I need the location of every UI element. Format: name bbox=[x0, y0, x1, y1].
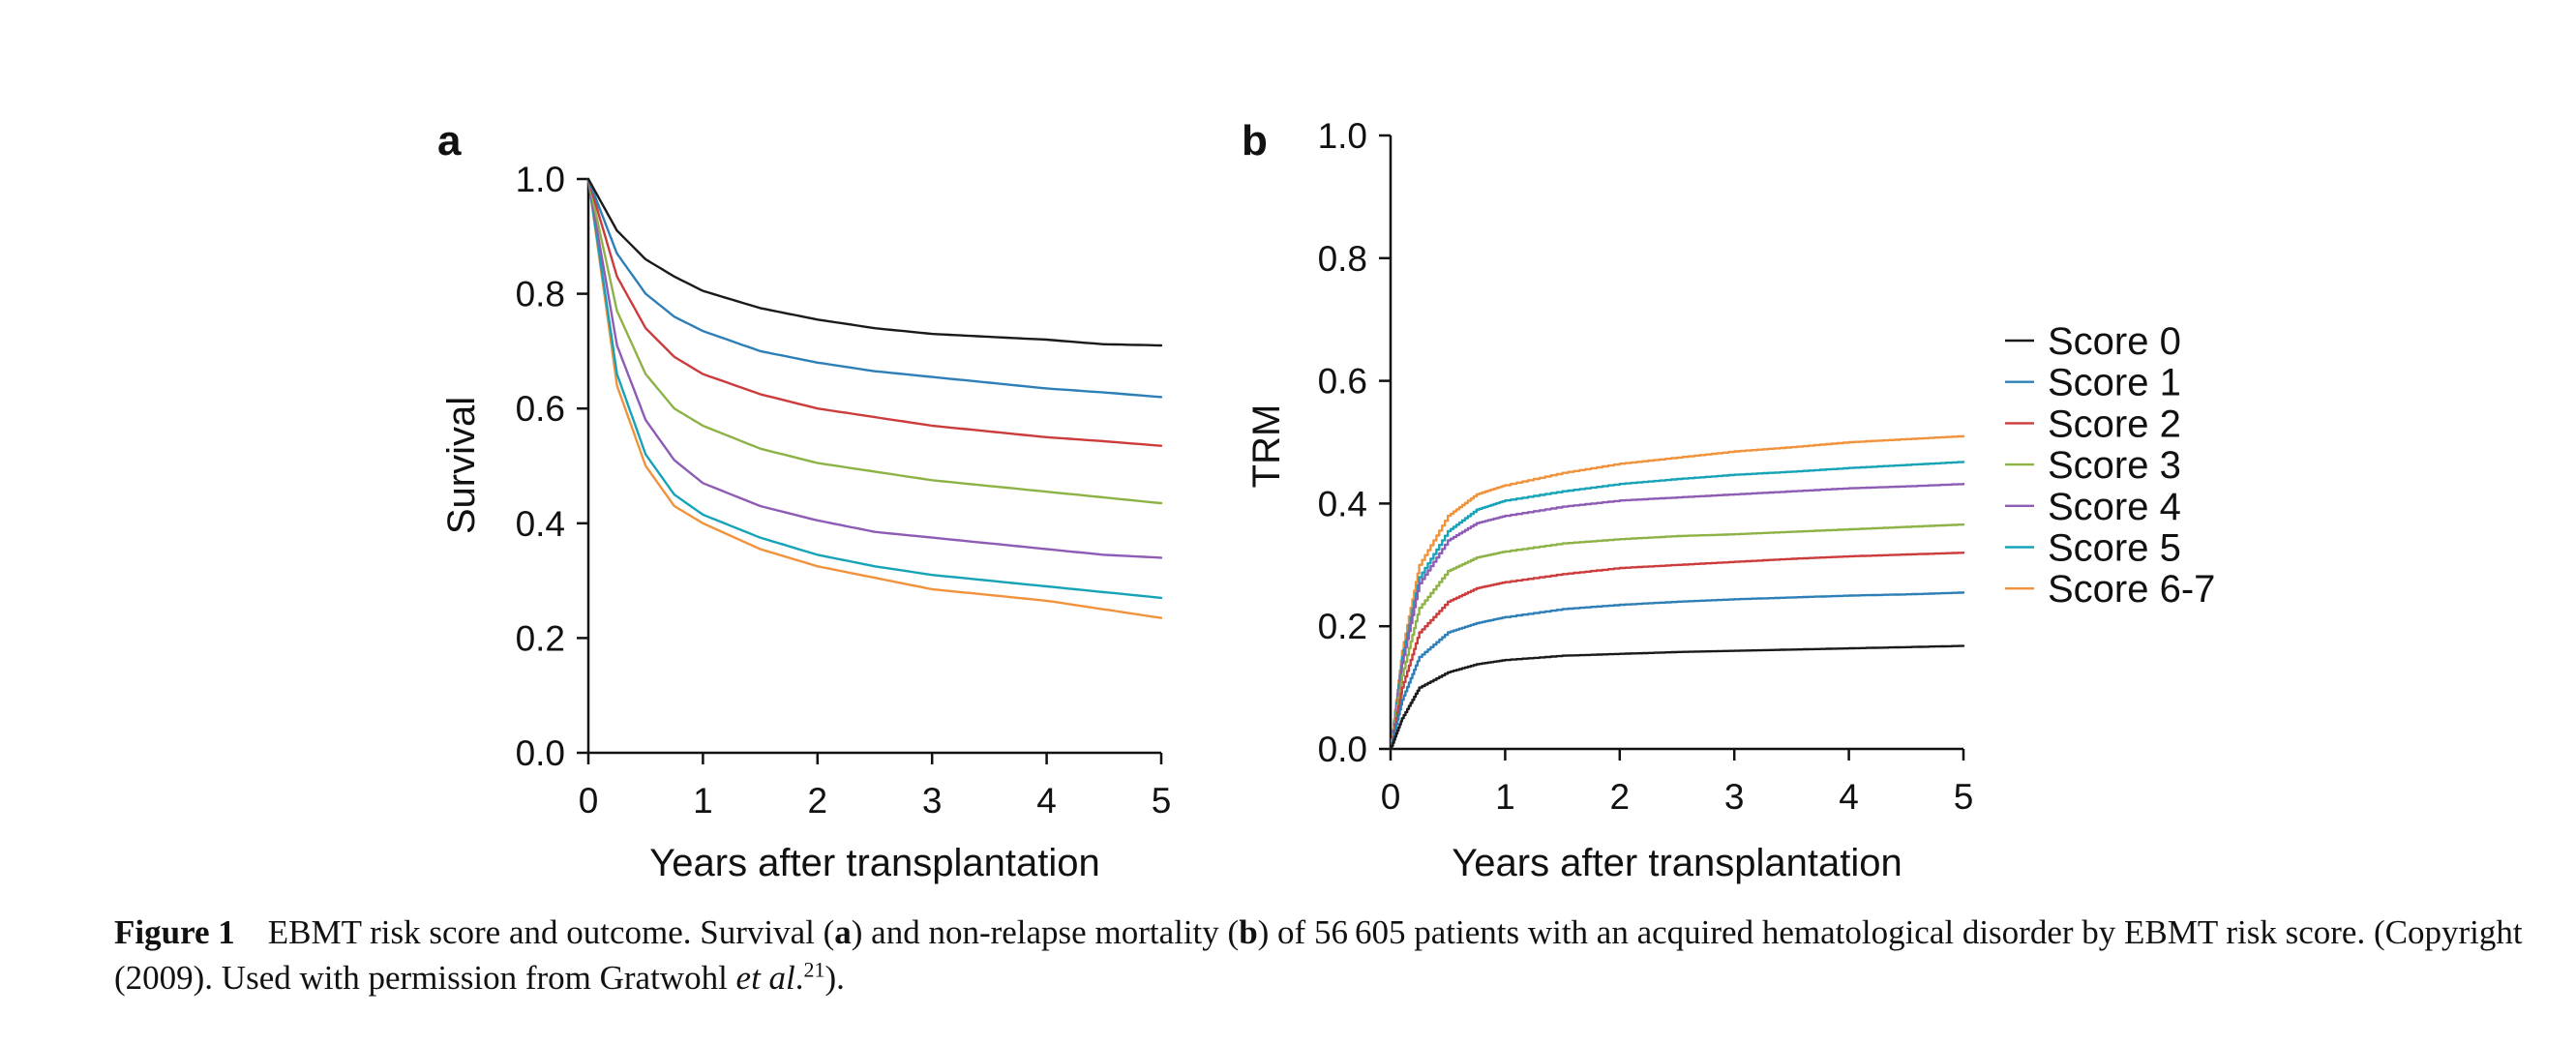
panel-a-line-score-0 bbox=[586, 177, 1163, 347]
panel-a-y-axis-label: Survival bbox=[440, 397, 483, 534]
panel-b-y-tick-label: 0.4 bbox=[1318, 484, 1367, 523]
panel-a-y-tick-label: 1.0 bbox=[516, 160, 565, 199]
panel-a-x-tick-label: 3 bbox=[922, 781, 943, 821]
panel-a-x-tick-label: 1 bbox=[693, 781, 713, 821]
panel-b-line-score-4 bbox=[1389, 482, 1965, 751]
caption-panel-b-ref: b bbox=[1239, 913, 1258, 951]
panel-a-y-tick-label: 0.2 bbox=[516, 618, 565, 658]
legend-label-score-6-7: Score 6-7 bbox=[2048, 568, 2215, 611]
panel-b-series bbox=[1389, 434, 1965, 751]
panel-b-line-score-1 bbox=[1389, 591, 1965, 751]
panel-a-y-tick-label: 0.0 bbox=[516, 733, 565, 773]
panel-a-x-tick-label: 4 bbox=[1036, 781, 1057, 821]
panel-b-line-score-6-7 bbox=[1389, 434, 1965, 751]
panel-b-x-tick-label: 0 bbox=[1381, 777, 1401, 817]
caption-et-al: et al bbox=[735, 959, 795, 997]
panel-b-y-tick-label: 0.2 bbox=[1318, 607, 1367, 646]
panel-b-line-score-3 bbox=[1389, 522, 1965, 751]
panel-b-line-score-2 bbox=[1389, 551, 1965, 751]
caption-panel-a-ref: a bbox=[834, 913, 852, 951]
figure-caption: Figure 1 EBMT risk score and outcome. Sur… bbox=[114, 910, 2553, 1000]
panel-b-x-tick-label: 3 bbox=[1724, 777, 1745, 817]
panel-b-x-tick-label: 1 bbox=[1495, 777, 1515, 817]
panel-a-series bbox=[586, 177, 1163, 619]
panel-a-survival-chart: a 0 1 2 3 4 5 0.0 0.2 0.4 0.6 0.8 1.0 Years after t… bbox=[437, 117, 1171, 884]
panel-b-y-tick-label: 1.0 bbox=[1318, 116, 1367, 156]
panel-a-y-tick-label: 0.6 bbox=[516, 389, 565, 429]
panel-a-line-score-1 bbox=[586, 177, 1163, 399]
caption-text-1: EBMT risk score and outcome. Survival ( bbox=[267, 913, 835, 951]
panel-a-line-score-2 bbox=[586, 177, 1163, 447]
panel-b-line-score-5 bbox=[1389, 461, 1965, 751]
panel-b-ticks: 0 1 2 3 4 5 0.0 0.2 0.4 0.6 0.8 1.0 bbox=[1318, 116, 1974, 817]
panel-a-ticks: 0 1 2 3 4 5 0.0 0.2 0.4 0.6 0.8 1.0 bbox=[516, 160, 1172, 821]
panel-a-line-score-6-7 bbox=[586, 177, 1163, 619]
panel-b-x-tick-label: 2 bbox=[1610, 777, 1631, 817]
caption-reference-number: 21 bbox=[803, 957, 825, 982]
panel-a-line-score-5 bbox=[586, 177, 1163, 600]
legend-label-score-4: Score 4 bbox=[2048, 486, 2181, 528]
panel-a-line-score-4 bbox=[586, 177, 1163, 559]
caption-text-3: ) of 56 605 patients with an acquired he… bbox=[114, 913, 2523, 997]
legend-label-score-0: Score 0 bbox=[2048, 320, 2181, 363]
panel-a-line-score-3 bbox=[586, 177, 1163, 505]
panel-b-x-tick-label: 5 bbox=[1954, 777, 1974, 817]
panel-a-y-tick-label: 0.8 bbox=[516, 275, 565, 314]
panel-a-x-axis-label: Years after transplantation bbox=[649, 842, 1100, 884]
legend-label-score-2: Score 2 bbox=[2048, 403, 2181, 445]
panel-b-y-tick-label: 0.0 bbox=[1318, 730, 1367, 769]
caption-text-5: ). bbox=[824, 959, 845, 997]
caption-figure-number: Figure 1 bbox=[114, 913, 235, 951]
panel-b-x-axis-label: Years after transplantation bbox=[1452, 842, 1902, 884]
caption-text-2: ) and non-relapse mortality ( bbox=[851, 913, 1240, 951]
panel-b-line-score-0 bbox=[1389, 644, 1965, 751]
legend-label-score-3: Score 3 bbox=[2048, 444, 2181, 487]
panel-b-y-tick-label: 0.8 bbox=[1318, 239, 1367, 279]
panel-a-y-tick-label: 0.4 bbox=[516, 504, 565, 544]
panel-b-y-tick-label: 0.6 bbox=[1318, 362, 1367, 402]
panel-a-x-tick-label: 2 bbox=[808, 781, 828, 821]
panel-b-trm-chart: b 0 1 2 3 4 5 0.0 0.2 0.4 0.6 0.8 1.0 Years after t… bbox=[1242, 116, 2215, 884]
panel-b-letter: b bbox=[1242, 117, 1268, 164]
caption-text-4: . bbox=[794, 959, 804, 997]
panel-a-x-tick-label: 5 bbox=[1152, 781, 1172, 821]
panel-a-x-tick-label: 0 bbox=[579, 781, 599, 821]
panel-b-y-axis-label: TRM bbox=[1245, 404, 1288, 489]
legend-label-score-1: Score 1 bbox=[2048, 362, 2181, 404]
panel-a-letter: a bbox=[437, 117, 462, 164]
legend-label-score-5: Score 5 bbox=[2048, 527, 2181, 570]
panel-b-x-tick-label: 4 bbox=[1839, 777, 1859, 817]
